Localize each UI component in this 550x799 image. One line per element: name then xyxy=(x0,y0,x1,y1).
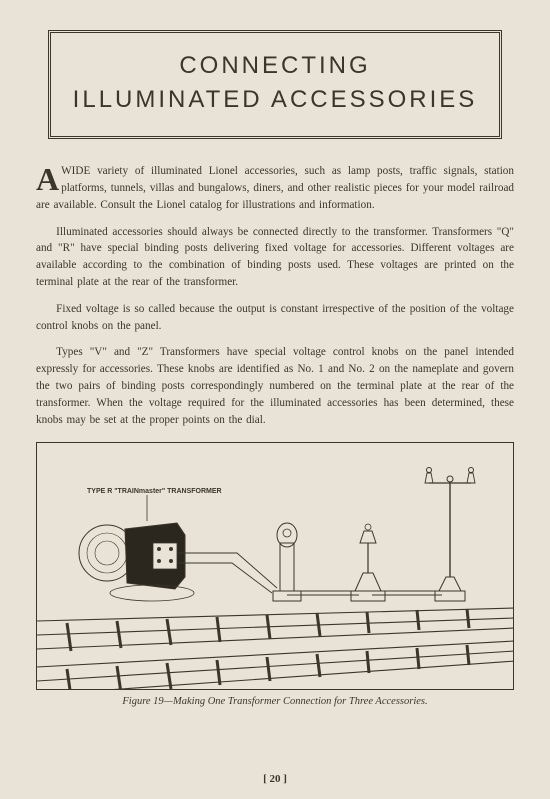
accessory-lamp-post-icon xyxy=(425,468,475,602)
paragraph-3: Fixed voltage is so called because the o… xyxy=(36,301,514,335)
title-line-2: ILLUMINATED ACCESSORIES xyxy=(61,83,489,117)
figure-caption: Figure 19—Making One Transformer Connect… xyxy=(36,696,514,707)
p1-text: WIDE variety of illuminated Lionel acces… xyxy=(36,165,514,211)
figure-illustration: TYPE R "TRAINmaster" TRANSFORMER xyxy=(37,443,514,690)
figure-19: TYPE R "TRAINmaster" TRANSFORMER xyxy=(36,442,514,690)
dropcap: A xyxy=(36,163,61,193)
body-text: AWIDE variety of illuminated Lionel acce… xyxy=(36,163,514,428)
paragraph-2: Illuminated accessories should always be… xyxy=(36,224,514,291)
track-ties-icon xyxy=(67,609,469,690)
transformer-icon xyxy=(79,523,194,601)
paragraph-1: AWIDE variety of illuminated Lionel acce… xyxy=(36,163,514,213)
wire-1 xyxy=(177,553,277,593)
paragraph-4: Types "V" and "Z" Transformers have spec… xyxy=(36,344,514,428)
transformer-label: TYPE R "TRAINmaster" TRANSFORMER xyxy=(87,488,222,495)
title-line-1: CONNECTING xyxy=(61,49,489,83)
title-box: CONNECTING ILLUMINATED ACCESSORIES xyxy=(48,30,502,139)
accessory-pedestal-lamp-icon xyxy=(351,524,385,601)
track-icon xyxy=(37,608,514,690)
page-number: [ 20 ] xyxy=(0,773,550,785)
wire-3 xyxy=(372,591,445,595)
accessory-signal-icon xyxy=(273,523,301,601)
